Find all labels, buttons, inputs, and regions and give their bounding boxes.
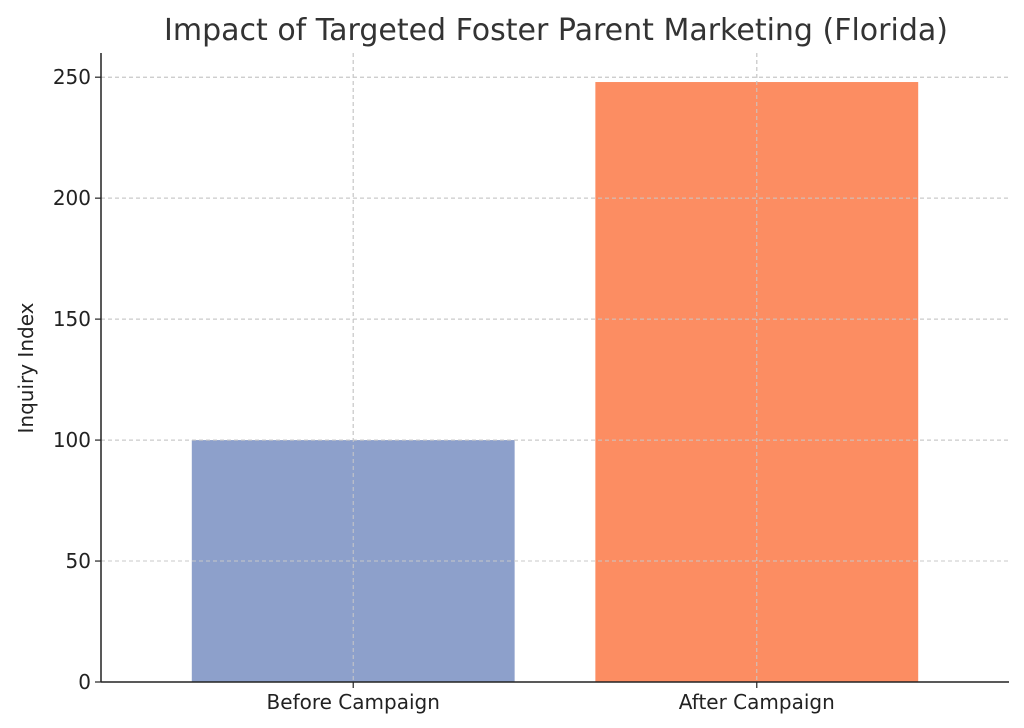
y-tick-label-3: 150	[53, 307, 91, 331]
y-tick-label-2: 100	[53, 428, 91, 452]
x-tick-label-1: After Campaign	[679, 690, 835, 714]
y-axis-ticks: 0 50 100 150 200 250	[53, 65, 101, 694]
bars	[101, 53, 1009, 683]
y-tick-label-5: 250	[53, 65, 91, 89]
x-axis-ticks: Before Campaign After Campaign	[267, 682, 835, 714]
y-axis-label: Inquiry Index	[14, 302, 38, 433]
y-tick-label-1: 50	[66, 549, 91, 573]
chart-title: Impact of Targeted Foster Parent Marketi…	[164, 13, 948, 48]
x-tick-label-0: Before Campaign	[267, 690, 440, 714]
y-tick-label-0: 0	[78, 670, 91, 694]
y-tick-label-4: 200	[53, 186, 91, 210]
